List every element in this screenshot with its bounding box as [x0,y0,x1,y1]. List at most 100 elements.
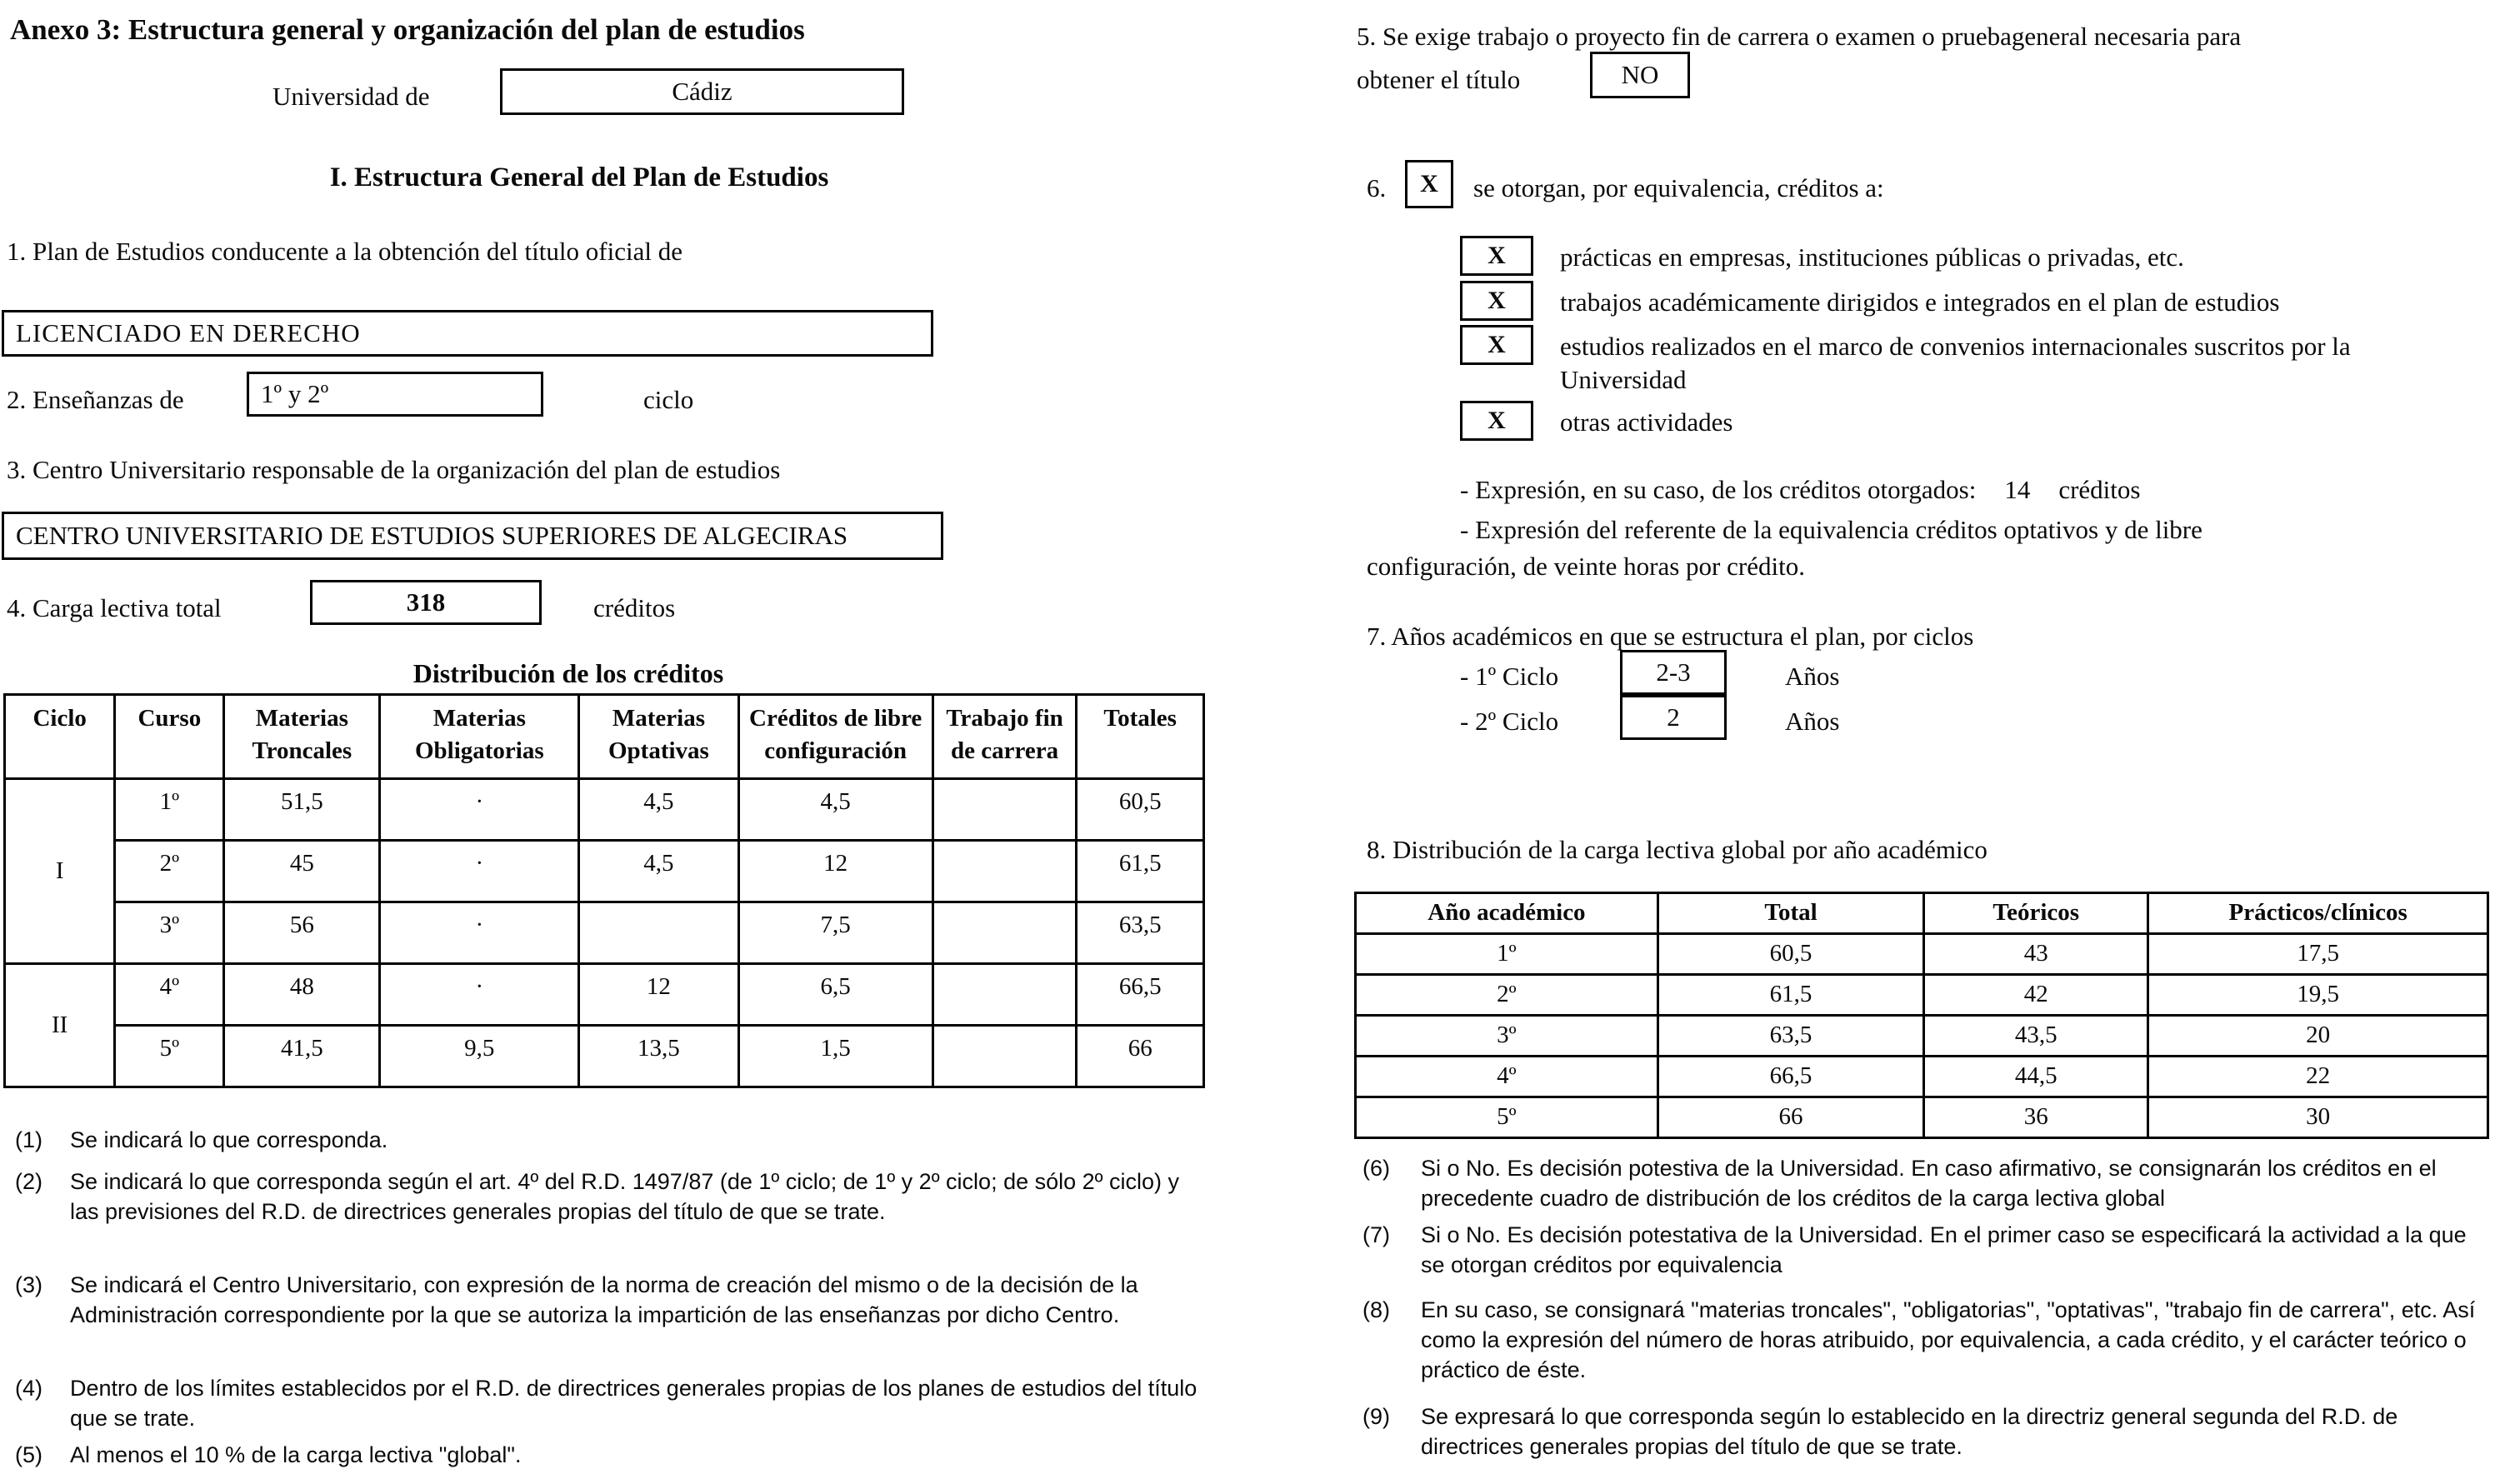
item1-label: 1. Plan de Estudios conducente a la obte… [7,237,682,266]
load-table: Año académico Total Teóricos Prácticos/c… [1354,892,2489,1139]
footnote-1: (1) Se indicará lo que corresponda. [15,1125,1207,1155]
item3-label: 3. Centro Universitario responsable de l… [7,455,781,484]
equivalence-label-1: prácticas en empresas, instituciones púb… [1560,242,2184,272]
section-heading: I. Estructura General del Plan de Estudi… [329,162,829,192]
table-row: II 4º 48 · 12 6,5 66,5 [2,962,1205,1089]
footnote-text: Se indicará el Centro Universitario, con… [70,1272,1138,1328]
item4-suffix: créditos [593,593,676,622]
table-row: 5º 66 36 30 [1354,1096,2489,1139]
footnote-number: (6) [1362,1156,1390,1181]
footnote-6: (6) Si o No. Es decisión potestiva de la… [1362,1153,2479,1213]
item2-value: 1º y 2º [261,379,329,409]
annex-title: Anexo 3: Estructura general y organizaci… [10,13,805,46]
equivalence-checkbox-4: X [1460,401,1533,441]
footnote-number: (7) [1362,1222,1390,1247]
credits-table-wrap: Ciclo Curso Materias Troncales Materias … [2,692,1205,1089]
cycle2-value: 2 [1667,702,1680,732]
cell-ano: 2º [1354,973,1659,1017]
footnote-number: (2) [15,1169,42,1194]
cell-obligatorias: 9,5 [378,1024,581,1089]
cell-obligatorias: · [378,839,581,904]
footnote-text: Se indicará lo que corresponda. [70,1127,388,1152]
cell-libre: 4,5 [737,777,934,842]
credits-table-title: Distribución de los créditos [412,658,724,688]
cycle2-suffix: Años [1785,707,1840,736]
footnote-number: (9) [1362,1404,1390,1429]
cell-teoricos: 42 [1922,973,2150,1017]
cell-ano: 5º [1354,1096,1659,1139]
cell-practicos: 19,5 [2147,973,2489,1017]
cycle1-suffix: Años [1785,662,1840,691]
item8-label: 8. Distribución de la carga lectiva glob… [1367,835,1988,864]
cycle1-value: 2-3 [1656,657,1691,687]
cell-teoricos: 44,5 [1922,1055,2150,1098]
cell-trabajo [931,777,1078,842]
cell-libre: 1,5 [737,1024,934,1089]
footnote-text: Dentro de los límites establecidos por e… [70,1376,1198,1432]
item4-label: 4. Carga lectiva total [7,593,222,622]
footnote-text: Se expresará lo que corresponda según lo… [1421,1404,2398,1460]
cell-practicos: 17,5 [2147,932,2489,976]
check-mark: X [1488,241,1506,269]
table-row: 2º 61,5 42 19,5 [1354,973,2489,1017]
footnote-number: (5) [15,1442,42,1467]
cell-curso: 1º [113,777,226,842]
footnote-4: (4) Dentro de los límites establecidos p… [15,1373,1207,1433]
item5-label-line2: obtener el título [1357,65,1521,94]
check-mark: X [1488,406,1506,434]
cell-troncales: 51,5 [222,777,382,842]
footnote-text: En su caso, se consignará "materias tron… [1421,1297,2476,1383]
item1-value-box: LICENCIADO EN DERECHO [2,310,933,357]
cell-totales: 60,5 [1075,777,1205,842]
cell-teoricos: 43 [1922,932,2150,976]
cell-obligatorias: · [378,962,581,1027]
cell-total: 60,5 [1656,932,1926,976]
equivalence-reference-line1: - Expresión del referente de la equivale… [1460,515,2202,544]
cell-ano: 1º [1354,932,1659,976]
table-row: 3º 56 · 7,5 63,5 [5,901,1205,966]
cell-libre: 12 [737,839,934,904]
item4-value: 318 [406,587,446,617]
cell-trabajo [931,839,1078,904]
credits-table: Ciclo Curso Materias Troncales Materias … [2,692,1205,1089]
item4-value-box: 318 [310,580,542,625]
equivalence-reference-line2: configuración, de veinte horas por crédi… [1367,552,1805,581]
col-curso: Curso [113,692,226,781]
item6-label: se otorgan, por equivalencia, créditos a… [1473,173,1884,202]
cell-troncales: 45 [222,839,382,904]
footnote-text: Al menos el 10 % de la carga lectiva "gl… [70,1442,522,1467]
cell-optativas [578,901,740,966]
cell-totales: 66 [1075,1024,1205,1089]
cell-total: 66,5 [1656,1055,1926,1098]
item5-value-box: NO [1590,52,1690,98]
footnote-number: (3) [15,1272,42,1297]
equivalence-checkbox-3: X [1460,325,1533,365]
table-row: 5º 41,5 9,5 13,5 1,5 66 [5,1024,1205,1089]
cell-trabajo [931,1024,1078,1089]
cell-ano: 4º [1354,1055,1659,1098]
col-trabajo-fin: Trabajo fin de carrera [931,692,1078,781]
item6-check-mark: X [1420,169,1438,197]
item6-prefix: 6. [1367,173,1387,202]
cycle1-label: - 1º Ciclo [1460,662,1559,691]
footnote-5: (5) Al menos el 10 % de la carga lectiva… [15,1440,1207,1470]
footnote-8: (8) En su caso, se consignará "materias … [1362,1295,2479,1386]
cell-optativas: 12 [578,962,740,1027]
cell-obligatorias: · [378,901,581,966]
cell-curso: 4º [113,962,226,1027]
load-table-wrap: Año académico Total Teóricos Prácticos/c… [1354,892,2489,1139]
item5-value: NO [1621,60,1659,90]
cell-totales: 66,5 [1075,962,1205,1027]
item5-label-line1: 5. Se exige trabajo o proyecto fin de ca… [1357,22,2242,51]
equivalence-checkbox-2: X [1460,281,1533,321]
cell-ano: 3º [1354,1014,1659,1057]
footnote-2: (2) Se indicará lo que corresponda según… [15,1167,1207,1227]
footnote-9: (9) Se expresará lo que corresponda segú… [1362,1402,2479,1462]
footnote-number: (8) [1362,1297,1390,1322]
university-label: Universidad de [272,82,430,111]
cell-totales: 61,5 [1075,839,1205,904]
item1-value: LICENCIADO EN DERECHO [16,318,361,348]
item6-checkbox: X [1405,160,1453,208]
table-row: 4º 66,5 44,5 22 [1354,1055,2489,1098]
cell-practicos: 20 [2147,1014,2489,1057]
